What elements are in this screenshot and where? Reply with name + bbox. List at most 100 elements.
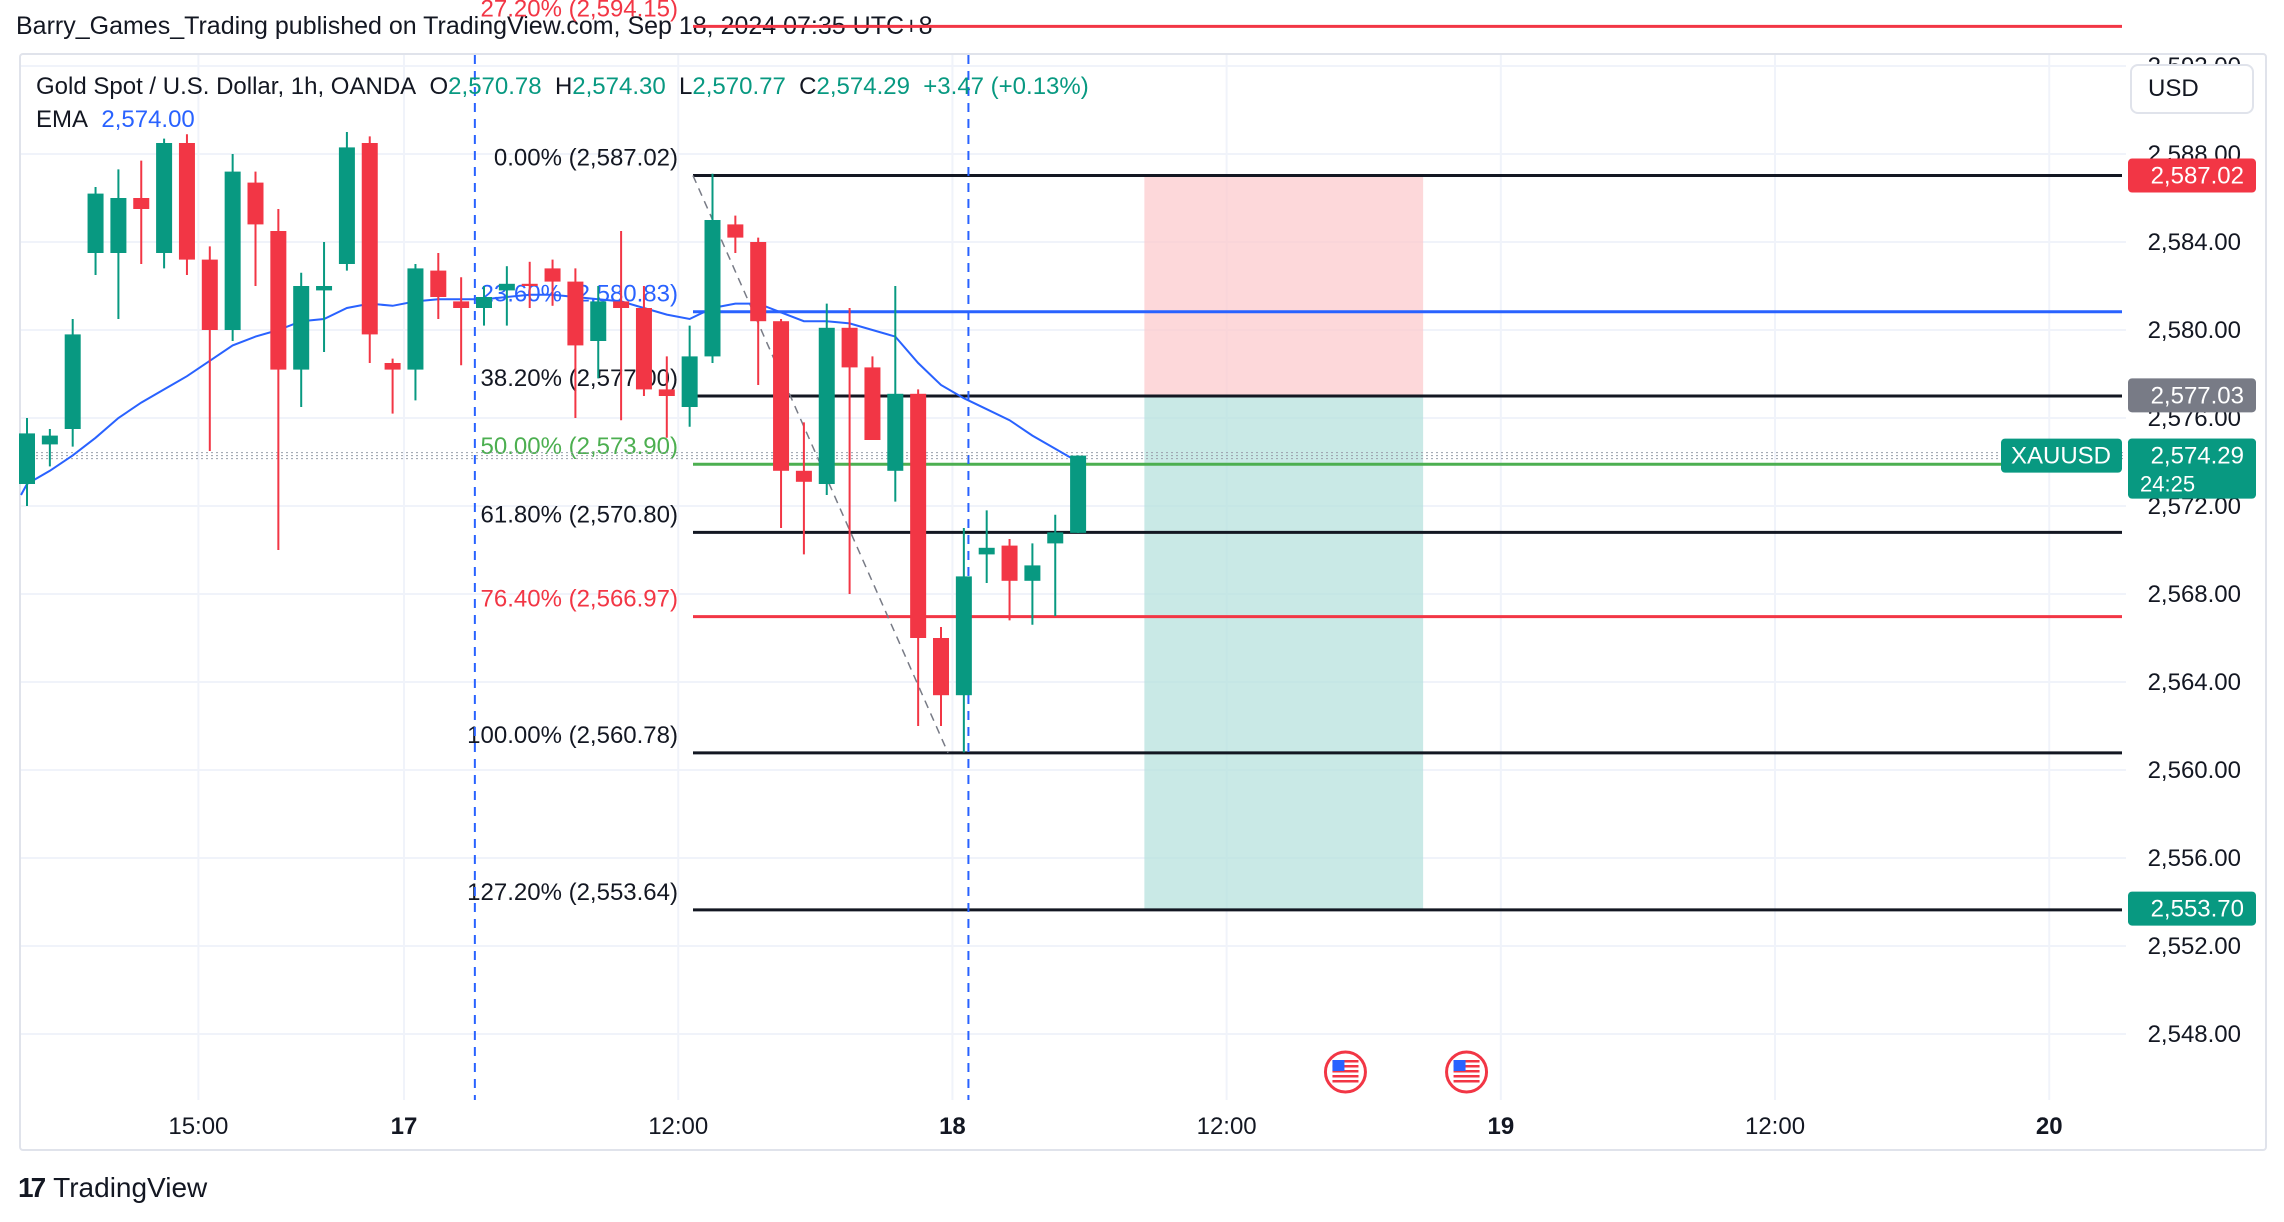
candle <box>133 160 150 264</box>
symbol-legend: Gold Spot / U.S. Dollar, 1h, OANDA O2,57… <box>36 70 1089 136</box>
candle-body <box>1001 545 1018 581</box>
candle-body <box>110 198 127 253</box>
ema-layer <box>20 293 1079 496</box>
candle-body <box>1070 455 1087 533</box>
change-value: +3.47 (+0.13%) <box>923 73 1089 100</box>
candle-body <box>818 327 835 484</box>
flag-stripe <box>1332 1080 1359 1083</box>
candle <box>1001 539 1018 621</box>
candle <box>407 264 424 401</box>
price-scale-label-bg <box>2128 891 2256 926</box>
candle-body <box>773 321 790 471</box>
price-scale-label-text: 2,577.03 <box>2151 382 2244 409</box>
candle-body <box>476 297 492 308</box>
candle-body <box>978 547 995 555</box>
candle-body <box>955 576 972 696</box>
candle-body <box>293 286 310 370</box>
time-tick-label: 17 <box>391 1113 418 1140</box>
ema-label[interactable]: EMA <box>36 106 89 133</box>
candle-body <box>750 242 767 322</box>
fib-level-label: 100.00% (2,560.78) <box>467 722 678 749</box>
candle-body <box>338 147 355 264</box>
candle-body <box>201 259 218 330</box>
candle <box>818 303 835 495</box>
last-price-tag-bg <box>2128 438 2256 499</box>
candle <box>635 286 652 396</box>
flag-stripe <box>1453 1065 1480 1068</box>
time-tick-label: 18 <box>939 1113 966 1140</box>
flag-stripe <box>1332 1060 1359 1063</box>
candle-body <box>795 470 812 482</box>
candle-body <box>635 308 652 390</box>
time-tick-label: 12:00 <box>1197 1113 1257 1140</box>
candle-body <box>1024 565 1041 581</box>
ema-value: 2,574.00 <box>101 106 195 133</box>
candle <box>658 356 675 438</box>
candle <box>270 209 287 550</box>
flag-stripe <box>1453 1060 1480 1063</box>
candle-body <box>224 171 241 330</box>
time-tick-label: 20 <box>2036 1113 2063 1140</box>
price-scale-label: 2,577.03 <box>2128 378 2256 413</box>
candle-body <box>704 220 721 357</box>
candle <box>361 136 378 363</box>
candle-body <box>567 281 584 346</box>
chart-frame[interactable] <box>19 53 2267 1151</box>
candle-body <box>841 327 858 368</box>
ema-line <box>20 293 1079 496</box>
price-scale-label-text: 2,587.02 <box>2151 163 2244 190</box>
candle-body <box>133 198 150 209</box>
price-scale-label: 2,587.02 <box>2128 158 2256 193</box>
candle <box>750 237 767 385</box>
symbol-badge-bg <box>2001 438 2122 473</box>
flag-canton <box>1332 1060 1345 1071</box>
us-flag-event-icon <box>1323 1050 1367 1094</box>
candle-body <box>64 334 81 429</box>
candle <box>110 169 127 319</box>
fib-level-label: 50.00% (2,573.90) <box>481 433 678 460</box>
candle <box>978 510 995 583</box>
candle-body <box>910 393 927 638</box>
price-tick-label: 2,568.00 <box>2148 581 2241 608</box>
candle <box>19 418 35 506</box>
candle <box>178 134 195 275</box>
candle-body <box>156 143 173 253</box>
candle <box>544 259 561 306</box>
take-profit-zone <box>1144 395 1424 909</box>
candle <box>933 627 949 726</box>
candle <box>247 171 264 286</box>
position-zones <box>1144 175 1424 909</box>
price-tick-label: 2,560.00 <box>2148 757 2241 784</box>
footer: 17 TradingView <box>18 1172 207 1204</box>
low-value: 2,570.77 <box>692 73 786 100</box>
close-value: 2,574.29 <box>816 73 910 100</box>
us-flag-event-icon <box>1445 1050 1489 1094</box>
close-label: C <box>799 73 817 100</box>
candle-body <box>681 356 698 407</box>
flag-stripe <box>1453 1070 1480 1073</box>
candle <box>430 253 447 319</box>
flag-stripe <box>1332 1070 1359 1073</box>
candle <box>293 272 310 407</box>
fib-level-label: 127.20% (2,553.64) <box>467 879 678 906</box>
candle <box>841 308 858 594</box>
flag-stripe <box>1332 1075 1359 1078</box>
candle <box>156 138 173 269</box>
flag-stripe <box>1332 1065 1359 1068</box>
candle-body <box>613 301 630 308</box>
symbol-name[interactable]: Gold Spot / U.S. Dollar, 1h, OANDA <box>36 73 417 100</box>
candle <box>224 154 241 341</box>
candle <box>910 389 927 726</box>
candle-body <box>178 143 195 260</box>
price-tick-label: 2,552.00 <box>2148 933 2241 960</box>
brand-name[interactable]: TradingView <box>53 1172 208 1203</box>
candle <box>384 358 401 414</box>
candle <box>41 429 58 467</box>
candle <box>1070 455 1087 534</box>
candle <box>727 215 744 253</box>
candle-body <box>544 268 561 282</box>
currency-button[interactable]: USD <box>2130 64 2254 114</box>
tradingview-logo-icon: 17 <box>18 1172 46 1203</box>
